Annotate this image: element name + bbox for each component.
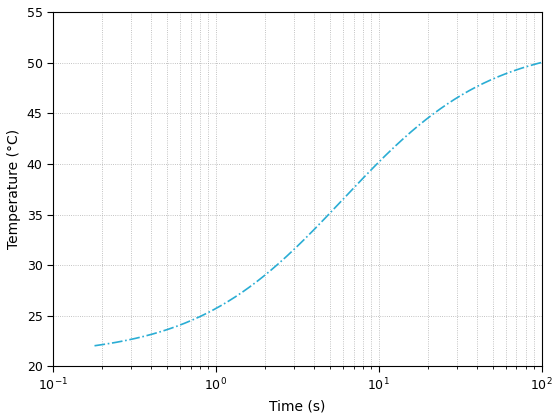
Y-axis label: Temperature (°C): Temperature (°C) [7,129,21,249]
X-axis label: Time (s): Time (s) [269,399,325,413]
